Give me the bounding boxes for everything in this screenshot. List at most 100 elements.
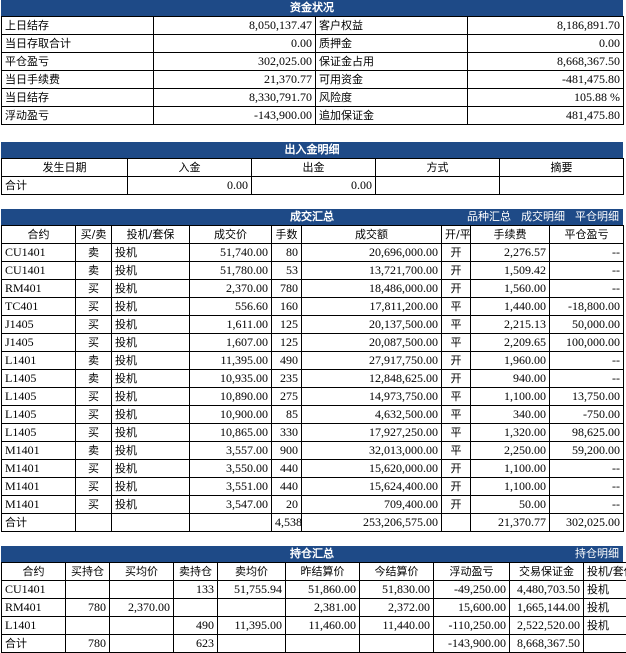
table-cell: 20,137,500.00	[301, 315, 442, 334]
inout-total-row: 合计 0.00 0.00	[1, 176, 624, 195]
link-trades-0[interactable]: 品种汇总	[467, 210, 511, 223]
table-cell: 340.00	[470, 405, 550, 424]
table-cell: 开	[441, 261, 471, 280]
table-row: M1401 买投机 3,550.00 440 15,620,000.00 开 1,100.0…	[1, 459, 624, 478]
table-cell: L1401	[1, 351, 76, 370]
table-cell: 14,973,750.00	[301, 387, 442, 406]
column-header: 投机/套保	[111, 225, 190, 244]
total-cell: 0.00	[251, 176, 376, 195]
table-cell: 平	[441, 441, 471, 460]
table-cell: 80	[271, 243, 302, 262]
table-cell: 2,370.00	[109, 598, 174, 617]
table-cell: 平	[441, 423, 471, 442]
funds-row: 当日手续费 21,370.77 可用资金 -481,475.80	[1, 70, 624, 89]
table-cell: 投机	[111, 243, 190, 262]
funds-label: 客户权益	[315, 16, 468, 35]
link-trades-2[interactable]: 平仓明细	[575, 210, 619, 223]
total-cell	[109, 634, 174, 653]
table-cell: 1,100.00	[470, 459, 550, 478]
funds-value: 8,186,891.70	[467, 16, 624, 35]
funds-label: 可用资金	[315, 70, 468, 89]
table-cell: 2,250.00	[470, 441, 550, 460]
table-cell: 开	[441, 279, 471, 298]
table-cell: -18,800.00	[549, 297, 624, 316]
column-header: 手续费	[470, 225, 550, 244]
column-header: 开/平	[441, 225, 471, 244]
table-cell: 买	[75, 423, 112, 442]
table-cell: 15,620,000.00	[301, 459, 442, 478]
table-cell: 平	[441, 387, 471, 406]
total-cell	[189, 513, 272, 532]
table-cell: 125	[271, 315, 302, 334]
inout-title: 出入金明细	[284, 143, 340, 156]
total-cell: 合计	[1, 176, 128, 195]
table-row: J1405 买投机 1,607.00 125 20,087,500.00 平 2,209.6…	[1, 333, 624, 352]
table-cell	[109, 616, 174, 635]
column-header: 昨结算价	[285, 562, 360, 581]
table-cell: 98,625.00	[549, 423, 624, 442]
table-cell: 3,551.00	[189, 477, 272, 496]
table-cell: 125	[271, 333, 302, 352]
table-cell: 投机	[583, 616, 626, 635]
total-cell: 合计	[1, 513, 76, 532]
table-cell: --	[549, 243, 624, 262]
table-cell: 1,100.00	[470, 477, 550, 496]
total-cell: 8,668,367.50	[509, 634, 584, 653]
table-cell: 17,927,250.00	[301, 423, 442, 442]
column-header: 交易保证金	[509, 562, 584, 581]
table-cell: 11,395.00	[217, 616, 286, 635]
column-header: 出金	[251, 158, 376, 177]
table-cell: CU1401	[1, 243, 76, 262]
total-cell	[217, 634, 286, 653]
funds-value: -143,900.00	[153, 106, 316, 125]
table-cell: 投机	[111, 405, 190, 424]
funds-value: 0.00	[153, 34, 316, 53]
table-cell: 平	[441, 297, 471, 316]
table-cell: 13,721,700.00	[301, 261, 442, 280]
positions-title: 持仓汇总	[290, 547, 334, 560]
table-row: M1401 买投机 3,551.00 440 15,624,400.00 开 1,100.0…	[1, 477, 624, 496]
table-cell: M1401	[1, 459, 76, 478]
table-row: L1405 买投机 10,900.00 85 4,632,500.00 平 340.00 -7…	[1, 405, 624, 424]
table-cell: 17,811,200.00	[301, 297, 442, 316]
total-cell	[583, 634, 626, 653]
table-cell: 2,209.65	[470, 333, 550, 352]
trades-header: 成交汇总 品种汇总 成交明细 平仓明细	[1, 209, 623, 225]
table-cell: 235	[271, 369, 302, 388]
table-cell: 1,607.00	[189, 333, 272, 352]
column-header: 买/卖	[75, 225, 112, 244]
funds-section: 资金状况 上日结存 8,050,137.47 客户权益 8,186,891.70 当日存…	[1, 0, 624, 125]
table-cell: 卖	[75, 351, 112, 370]
funds-value: 302,025.00	[153, 52, 316, 71]
table-row: L1401 490 11,395.00 11,460.00 11,440.00 -110,…	[1, 616, 626, 635]
total-cell	[375, 176, 500, 195]
inout-table: 发生日期 入金 出金 方式 摘要 合计 0.00 0.00	[1, 158, 624, 195]
table-cell: 15,624,400.00	[301, 477, 442, 496]
funds-row: 当日结存 8,330,791.70 风险度 105.88 %	[1, 88, 624, 107]
table-cell: --	[549, 351, 624, 370]
table-cell: 4,632,500.00	[301, 405, 442, 424]
table-cell: 709,400.00	[301, 495, 442, 514]
table-cell: 15,600.00	[433, 598, 510, 617]
funds-label: 当日结存	[1, 88, 154, 107]
table-cell: 780	[65, 598, 110, 617]
table-cell: 440	[271, 477, 302, 496]
table-cell: 490	[271, 351, 302, 370]
trades-section: 成交汇总 品种汇总 成交明细 平仓明细 合约 买/卖 投机/套保 成交价 手数 成交额 开/平手…	[1, 209, 624, 532]
table-cell: 11,460.00	[285, 616, 360, 635]
link-trades-1[interactable]: 成交明细	[521, 210, 565, 223]
table-cell: 160	[271, 297, 302, 316]
total-cell: 302,025.00	[549, 513, 624, 532]
column-header: 成交价	[189, 225, 272, 244]
funds-header: 资金状况	[1, 0, 623, 16]
table-cell	[173, 598, 218, 617]
table-cell: M1401	[1, 495, 76, 514]
inout-section: 出入金明细 发生日期 入金 出金 方式 摘要 合计 0.00 0.00	[1, 142, 624, 195]
link-positions-0[interactable]: 持仓明细	[575, 547, 619, 560]
table-cell: 1,100.00	[470, 387, 550, 406]
table-cell: 51,780.00	[189, 261, 272, 280]
table-cell: 投机	[111, 459, 190, 478]
funds-row: 平仓盈亏 302,025.00 保证金占用 8,668,367.50	[1, 52, 624, 71]
total-cell	[285, 634, 360, 653]
funds-label: 风险度	[315, 88, 468, 107]
